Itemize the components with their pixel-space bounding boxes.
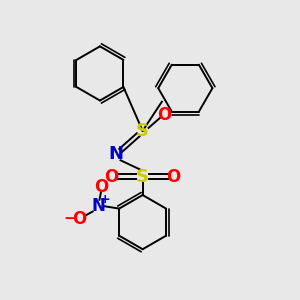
Text: S: S <box>136 122 149 140</box>
Text: O: O <box>72 210 86 228</box>
Text: O: O <box>158 106 172 124</box>
Text: O: O <box>105 167 119 185</box>
Text: S: S <box>136 167 149 185</box>
Text: −: − <box>63 211 76 226</box>
Text: O: O <box>167 167 181 185</box>
Text: O: O <box>94 178 108 196</box>
Text: N: N <box>91 197 105 215</box>
Text: N: N <box>109 146 124 164</box>
Text: +: + <box>100 193 111 206</box>
